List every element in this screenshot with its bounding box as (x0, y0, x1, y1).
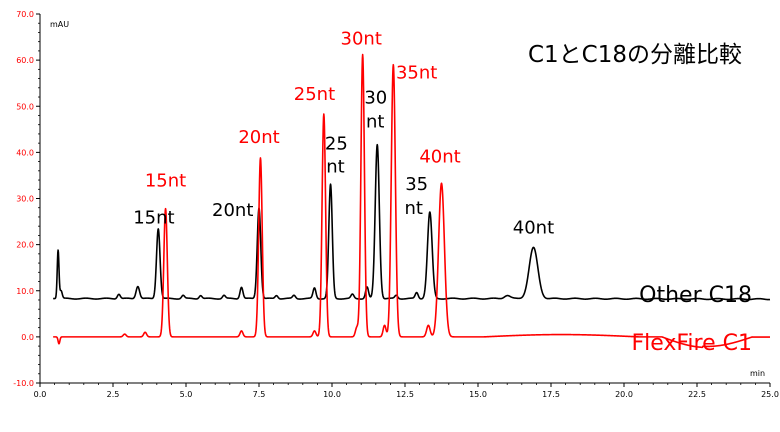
y-tick-label: 30.0 (16, 195, 34, 204)
peak-label: 15nt (145, 171, 186, 192)
y-tick-label: 10.0 (16, 287, 34, 296)
traces-group (52, 53, 771, 349)
x-tick-label: 17.5 (542, 390, 560, 399)
peak-label: 15nt (133, 207, 174, 228)
peak-label: nt (405, 198, 423, 219)
chart-title: C1とC18の分離比較 (528, 42, 742, 68)
x-tick-label: 15.0 (469, 390, 487, 399)
series-line-other-c18 (52, 143, 771, 301)
legend-other-c18: Other C18 (639, 283, 752, 308)
peak-label: 20nt (238, 127, 279, 148)
y-axis-unit-label: mAU (50, 20, 69, 29)
peak-label: 30nt (341, 28, 382, 49)
x-axis-unit-label: min (750, 369, 765, 378)
y-tick-label: 0.0 (21, 333, 34, 342)
peak-label: 40nt (419, 147, 460, 168)
peak-labels-group: 15nt15nt20nt20nt25nt25nt30nt30nt35nt35nt… (133, 28, 554, 238)
peak-label: 30 (364, 87, 387, 108)
peak-label: 25 (325, 134, 348, 155)
x-tick-label: 20.0 (615, 390, 633, 399)
axes-group: 0.0 2.5 5.0 7.5 10.0 12.5 15.0 17.5 20.0 22.5 25.0… (13, 10, 779, 399)
x-tick-label: 0.0 (34, 390, 47, 399)
peak-label: nt (366, 111, 384, 132)
y-tick-label: 40.0 (16, 148, 34, 157)
y-tick-label: -10.0 (13, 379, 34, 388)
x-tick-label: 22.5 (688, 390, 706, 399)
series-line-flexfire-c1 (52, 53, 771, 349)
peak-label: 25nt (294, 84, 335, 105)
y-tick-label: 70.0 (16, 10, 34, 19)
peak-label: 35nt (396, 63, 437, 84)
peak-label: 20nt (212, 200, 253, 221)
peak-label: 35 (405, 174, 428, 195)
peak-label: nt (326, 157, 344, 178)
x-tick-label: 5.0 (180, 390, 193, 399)
x-tick-label: 10.0 (323, 390, 341, 399)
y-tick-label: 60.0 (16, 56, 34, 65)
y-tick-label: 50.0 (16, 102, 34, 111)
legend-flexfire-c1: FlexFire C1 (631, 331, 752, 356)
x-tick-label: 2.5 (107, 390, 120, 399)
peak-label: 40nt (513, 218, 554, 239)
x-tick-label: 7.5 (253, 390, 266, 399)
x-tick-label: 12.5 (396, 390, 414, 399)
x-tick-label: 25.0 (761, 390, 779, 399)
y-tick-label: 20.0 (16, 241, 34, 250)
